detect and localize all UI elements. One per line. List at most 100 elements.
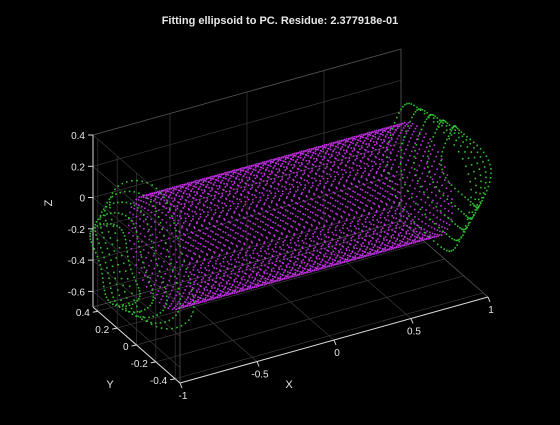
data-point (280, 164, 282, 167)
data-point (385, 128, 387, 130)
data-point (205, 180, 207, 182)
data-point (387, 136, 390, 139)
data-point (398, 134, 400, 137)
data-point (331, 210, 334, 213)
data-point (282, 241, 285, 243)
data-point (175, 186, 178, 189)
data-point (296, 167, 299, 170)
data-point (235, 291, 237, 294)
data-point (296, 229, 298, 231)
data-point (175, 305, 177, 307)
data-point (460, 131, 463, 133)
data-point (249, 261, 251, 263)
data-point (365, 149, 367, 152)
data-point (214, 190, 217, 193)
data-point (196, 221, 198, 223)
data-point (323, 265, 325, 267)
data-point (175, 261, 178, 263)
data-point (272, 278, 274, 280)
data-point (440, 159, 442, 162)
data-point (229, 205, 232, 207)
data-point (359, 218, 361, 221)
data-point (358, 235, 360, 237)
data-point (329, 168, 332, 170)
data-point (432, 121, 435, 123)
data-point (391, 246, 394, 249)
data-point (173, 205, 175, 207)
data-point (310, 240, 313, 242)
data-point (244, 288, 247, 291)
data-point (127, 224, 130, 227)
data-point (362, 196, 364, 199)
data-point (386, 161, 389, 163)
data-point (325, 219, 328, 222)
data-point (113, 271, 115, 274)
data-point (383, 170, 385, 172)
data-point (423, 193, 425, 196)
data-point (234, 192, 237, 195)
data-point (301, 230, 303, 233)
data-point (341, 245, 343, 247)
data-point (187, 302, 189, 304)
data-point (372, 233, 375, 235)
data-point (457, 132, 460, 134)
data-point (163, 260, 165, 263)
data-point (329, 209, 332, 212)
data-point (278, 268, 281, 270)
data-point (166, 202, 168, 204)
data-point (267, 224, 269, 227)
data-point (450, 129, 453, 132)
data-point (349, 243, 352, 246)
data-point (341, 155, 344, 157)
data-point (384, 236, 387, 238)
data-point (322, 171, 325, 173)
data-point (188, 181, 191, 184)
data-point (396, 237, 399, 240)
data-point (368, 243, 370, 245)
data-point (214, 226, 216, 228)
data-point (389, 193, 392, 195)
data-point (181, 279, 184, 282)
data-point (199, 216, 202, 218)
data-point (224, 245, 226, 247)
data-point (310, 149, 313, 151)
data-point (142, 220, 145, 223)
data-point (205, 269, 208, 271)
data-point (331, 197, 334, 200)
data-point (315, 257, 318, 260)
data-point (336, 200, 339, 203)
data-point (376, 233, 378, 235)
data-point (407, 243, 409, 246)
data-point (320, 155, 323, 158)
data-point (266, 272, 268, 275)
data-point (235, 232, 237, 234)
data-point (359, 248, 361, 250)
data-point (381, 250, 383, 252)
data-point (455, 239, 457, 242)
data-point (219, 229, 222, 231)
data-point (180, 251, 182, 254)
data-point (308, 228, 311, 231)
data-point (309, 211, 312, 213)
data-point (305, 194, 308, 197)
data-point (419, 185, 422, 188)
data-point (247, 179, 249, 182)
data-point (313, 194, 316, 196)
data-point (254, 223, 257, 226)
data-point (278, 184, 280, 186)
data-point (305, 249, 308, 252)
data-point (448, 235, 451, 238)
data-point (138, 204, 140, 206)
data-point (312, 211, 314, 214)
data-point (217, 241, 220, 243)
data-point (346, 218, 348, 220)
data-point (391, 242, 394, 244)
data-point (369, 134, 372, 136)
data-point (447, 180, 450, 183)
data-point (178, 230, 181, 232)
data-point (183, 275, 185, 278)
data-point (219, 242, 222, 244)
data-point (138, 297, 140, 300)
data-point (405, 132, 408, 135)
data-point (123, 262, 125, 265)
